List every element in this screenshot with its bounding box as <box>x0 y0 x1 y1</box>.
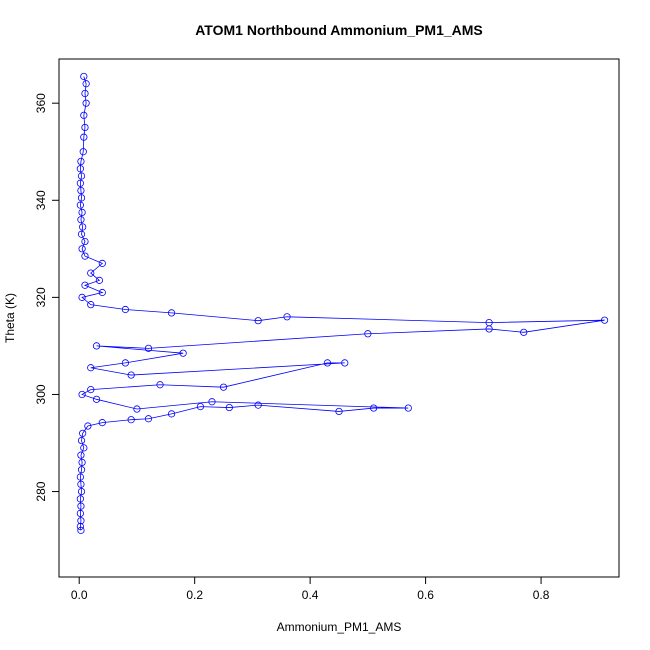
data-point <box>77 526 85 534</box>
data-point <box>78 293 86 301</box>
data-point <box>81 89 89 98</box>
data-point <box>196 402 205 411</box>
series-layer <box>76 72 609 534</box>
data-point <box>144 344 153 352</box>
data-point <box>208 398 216 406</box>
series-line <box>79 76 605 531</box>
y-tick-label: 280 <box>34 481 48 501</box>
data-point <box>77 466 86 474</box>
data-point <box>77 480 85 488</box>
data-point <box>80 444 88 452</box>
data-point <box>76 179 84 187</box>
data-point <box>364 330 372 338</box>
data-point <box>79 148 87 156</box>
data-point <box>600 316 609 324</box>
data-point <box>77 216 85 224</box>
data-point <box>77 186 85 195</box>
data-point <box>81 281 89 289</box>
data-point <box>92 342 101 350</box>
y-tick-label: 320 <box>34 287 48 307</box>
y-tick-label: 300 <box>34 384 48 404</box>
data-point <box>87 386 95 394</box>
data-point <box>77 157 85 166</box>
data-point <box>80 111 88 119</box>
data-point <box>98 419 106 427</box>
data-point <box>77 172 86 180</box>
data-point <box>76 522 84 531</box>
data-point <box>121 305 129 314</box>
data-point <box>520 328 528 336</box>
data-point <box>121 359 129 367</box>
y-tick-label: 360 <box>34 93 48 113</box>
data-point <box>77 517 85 525</box>
data-point <box>79 429 87 437</box>
data-point <box>82 99 90 107</box>
x-tick-label: 0.4 <box>302 588 319 602</box>
data-point <box>87 301 95 309</box>
x-tick-label: 0.2 <box>186 588 203 602</box>
data-point <box>167 410 176 418</box>
data-point <box>81 237 89 246</box>
data-point <box>404 404 412 412</box>
data-point <box>98 288 106 297</box>
data-point <box>81 252 89 260</box>
data-point <box>80 72 88 81</box>
data-point <box>76 509 84 518</box>
data-point <box>78 245 86 253</box>
data-point <box>76 495 84 503</box>
data-point <box>87 269 95 277</box>
data-point <box>225 403 233 412</box>
data-point <box>78 208 86 217</box>
data-point <box>127 371 135 379</box>
data-point <box>283 313 291 321</box>
data-point <box>77 451 85 459</box>
data-point <box>323 359 332 367</box>
data-point <box>76 473 84 481</box>
data-point <box>76 201 84 209</box>
data-point <box>92 395 101 403</box>
data-point <box>179 349 187 357</box>
data-point <box>81 123 89 132</box>
data-point <box>156 381 164 389</box>
data-point <box>77 436 86 445</box>
data-point <box>78 390 86 399</box>
data-point <box>127 416 135 424</box>
x-tick-label: 0.6 <box>417 588 434 602</box>
chart-title: ATOM1 Northbound Ammonium_PM1_AMS <box>195 22 483 38</box>
data-point <box>485 319 493 327</box>
data-point <box>78 458 86 467</box>
data-point <box>219 383 228 391</box>
x-tick-label: 0.0 <box>71 588 88 602</box>
data-point <box>144 415 153 423</box>
x-axis: 0.0 0.2 0.4 0.6 0.8 <box>71 576 550 602</box>
data-point <box>254 317 262 325</box>
data-point <box>167 309 176 317</box>
x-axis-label: Ammonium_PM1_AMS <box>277 620 402 634</box>
data-point <box>84 422 92 430</box>
y-axis: 280 300 320 340 360 <box>34 93 60 502</box>
x-tick-label: 0.8 <box>533 588 550 602</box>
data-point <box>254 401 262 409</box>
data-point <box>95 276 104 284</box>
data-point <box>77 487 86 496</box>
y-axis-label: Theta (K) <box>3 293 17 343</box>
data-point <box>79 223 87 231</box>
data-point <box>76 165 84 173</box>
data-point <box>77 194 86 202</box>
data-point <box>98 259 106 267</box>
data-point <box>335 407 343 416</box>
y-tick-label: 340 <box>34 190 48 210</box>
data-point <box>82 80 90 88</box>
data-point <box>80 133 88 141</box>
data-point <box>341 359 349 367</box>
data-point <box>77 502 85 510</box>
data-point <box>133 405 141 413</box>
data-point <box>370 404 378 412</box>
data-point <box>77 230 86 238</box>
data-point <box>87 364 95 372</box>
